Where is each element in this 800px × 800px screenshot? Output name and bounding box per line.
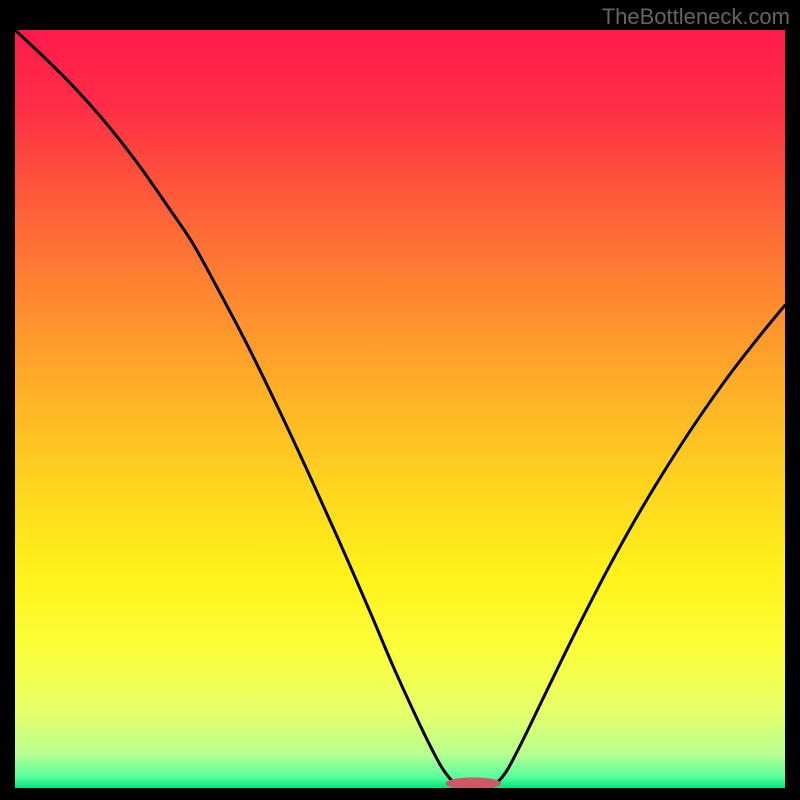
bottleneck-chart [0, 0, 800, 800]
plot-background [15, 30, 785, 788]
optimal-marker [445, 777, 500, 789]
chart-stage: TheBottleneck.com [0, 0, 800, 800]
